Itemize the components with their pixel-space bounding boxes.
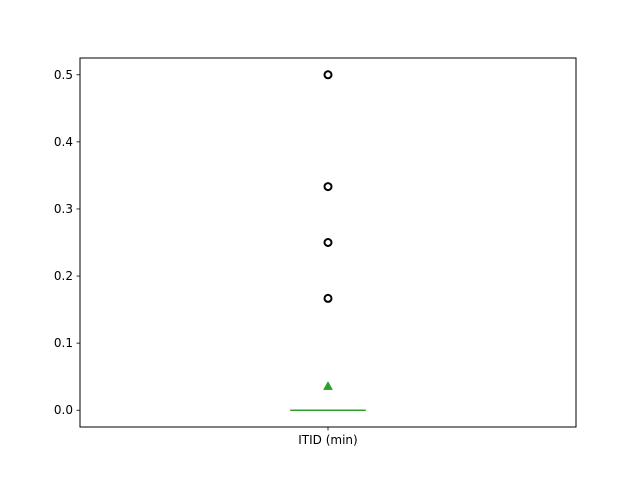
y-tick-label: 0.0 (54, 403, 73, 417)
y-tick-label: 0.5 (54, 68, 73, 82)
y-tick-label: 0.2 (54, 269, 73, 283)
outlier-point (323, 293, 333, 303)
plot-area-frame (79, 57, 577, 428)
box-plot-marks (290, 70, 366, 411)
outlier-point (323, 238, 333, 247)
mean-marker (323, 381, 333, 390)
y-tick-label: 0.3 (54, 202, 73, 216)
y-tick-label: 0.1 (54, 336, 73, 350)
y-axis: 0.0 0.1 0.2 0.3 0.4 0.5 (54, 68, 80, 417)
outlier-point (323, 182, 333, 192)
y-tick-label: 0.4 (54, 135, 73, 149)
x-axis: ITID (min) (298, 427, 358, 447)
x-tick-label: ITID (min) (298, 433, 357, 447)
plot-area-background (80, 58, 576, 427)
outlier-point (323, 70, 333, 80)
